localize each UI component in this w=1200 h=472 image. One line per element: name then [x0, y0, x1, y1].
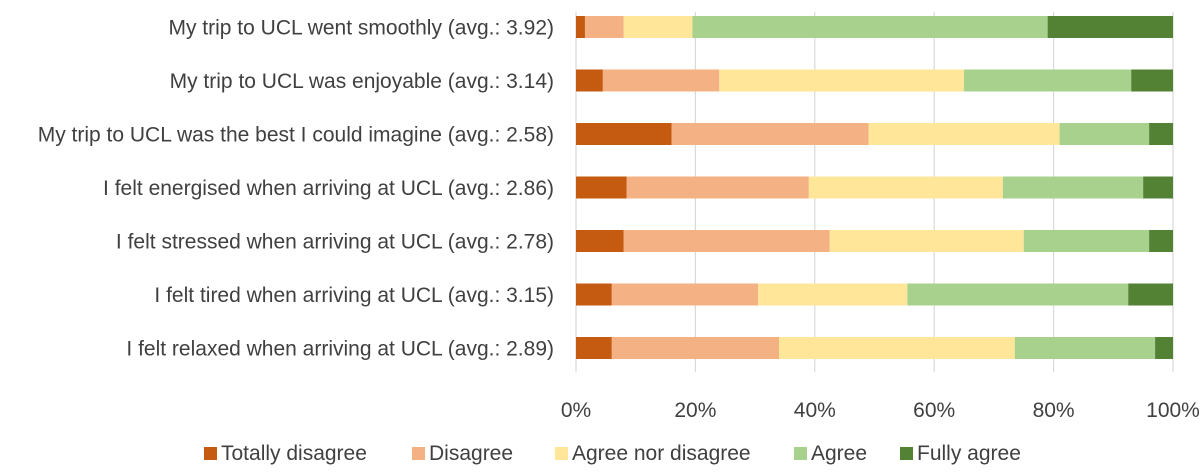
legend-label: Agree nor disagree — [572, 442, 751, 465]
category-label: I felt tired when arriving at UCL (avg.:… — [154, 284, 554, 307]
bar-segment — [623, 16, 693, 38]
category-label: My trip to UCL was the best I could imag… — [38, 124, 554, 147]
legend-swatch — [412, 447, 425, 460]
category-label: I felt stressed when arriving at UCL (av… — [116, 231, 554, 254]
x-tick-label: 0% — [561, 399, 591, 422]
bar-segment — [576, 230, 624, 252]
bar-segment — [576, 16, 585, 38]
bar-segment — [1149, 230, 1173, 252]
bar-segment — [611, 283, 759, 306]
legend-swatch — [794, 447, 807, 460]
x-tick-label: 100% — [1146, 399, 1200, 422]
bar-segment — [576, 176, 627, 199]
bar-segment — [576, 283, 612, 306]
bar-segment — [829, 230, 1024, 252]
bar-segment — [778, 337, 1015, 359]
bar-segment — [602, 69, 720, 92]
legend-label: Fully agree — [917, 442, 1021, 465]
bar-segment — [692, 16, 1048, 38]
legend-swatch — [900, 447, 913, 460]
x-tick-label: 60% — [913, 399, 955, 422]
bar-segment — [1047, 16, 1173, 38]
category-label: I felt relaxed when arriving at UCL (avg… — [126, 338, 554, 361]
bar-segment — [868, 123, 1060, 145]
bar-segment — [1143, 176, 1173, 199]
legend-swatch — [204, 447, 217, 460]
bar-segment — [964, 69, 1132, 92]
bar-segment — [1002, 176, 1144, 199]
bar-segment — [1131, 69, 1173, 92]
x-tick-label: 40% — [794, 399, 836, 422]
bar-segment — [584, 16, 624, 38]
legend-label: Disagree — [429, 442, 513, 465]
bar-segment — [576, 123, 672, 145]
bars — [576, 16, 1173, 359]
bar-segment — [758, 283, 908, 306]
legend-swatch — [555, 447, 568, 460]
bar-segment — [719, 69, 965, 92]
legend-label: Totally disagree — [221, 442, 367, 465]
category-label: My trip to UCL was enjoyable (avg.: 3.14… — [170, 70, 554, 93]
bar-segment — [611, 337, 779, 359]
bar-segment — [1014, 337, 1156, 359]
bar-segment — [671, 123, 869, 145]
bar-segment — [1128, 283, 1173, 306]
x-tick-label: 20% — [674, 399, 716, 422]
bar-segment — [1023, 230, 1150, 252]
legend: Totally disagree Disagree Agree nor disagr… — [204, 442, 1021, 465]
bar-segment — [1155, 337, 1173, 359]
bar-segment — [808, 176, 1003, 199]
bar-segment — [1149, 123, 1173, 145]
category-label: I felt energised when arriving at UCL (a… — [103, 177, 554, 200]
bar-segment — [623, 230, 830, 252]
bar-segment — [576, 69, 603, 92]
bar-segment — [576, 337, 612, 359]
category-label: My trip to UCL went smoothly (avg.: 3.92… — [168, 17, 554, 40]
category-labels: My trip to UCL went smoothly (avg.: 3.92… — [38, 17, 554, 361]
bar-segment — [907, 283, 1129, 306]
x-tick-label: 80% — [1033, 399, 1075, 422]
legend-label: Agree — [811, 442, 867, 465]
x-axis-ticks: 0% 20% 40% 60% 80% 100% — [561, 399, 1200, 422]
bar-segment — [1059, 123, 1150, 145]
bar-segment — [626, 176, 809, 199]
